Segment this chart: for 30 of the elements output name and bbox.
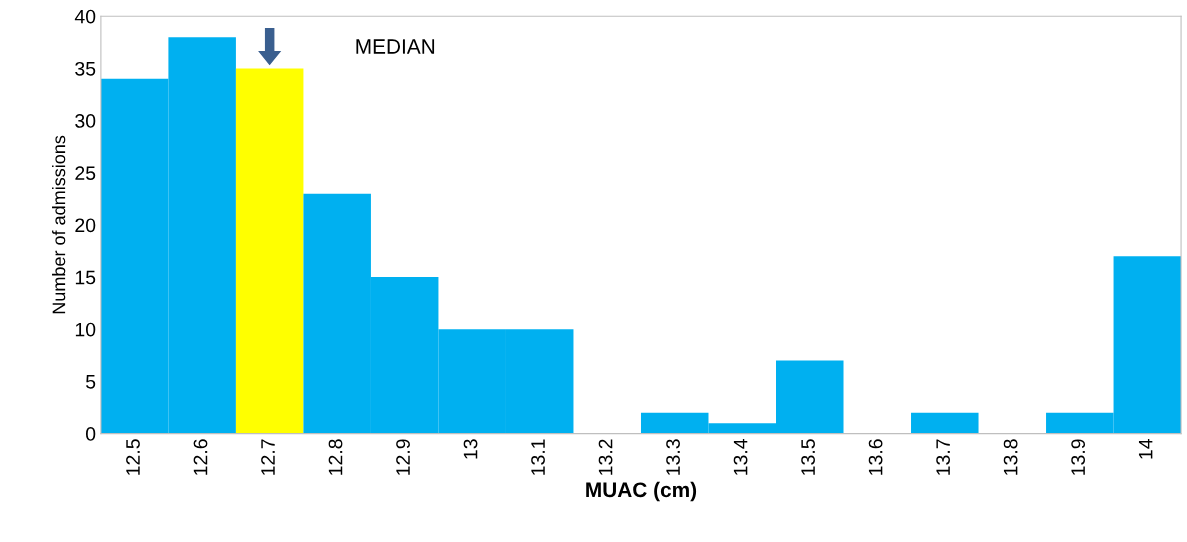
y-tick-label: 30: [75, 114, 96, 128]
y-tick-label: 0: [85, 427, 96, 441]
y-axis-title: Number of admissions: [52, 135, 66, 314]
y-tick-label: 10: [75, 322, 96, 337]
y-tick-label: 5: [86, 375, 96, 389]
x-axis-title: MUAC (cm): [586, 481, 697, 502]
x-tick-label: 12.5: [126, 439, 140, 475]
x-tick-label: 13.1: [531, 439, 545, 475]
x-tick-label: 13.8: [1003, 439, 1018, 475]
x-tick-label: 12.7: [261, 439, 275, 475]
x-tick-label: 13.5: [801, 439, 815, 475]
y-tick-label: 40: [74, 9, 96, 24]
x-tick-label: 14: [1138, 439, 1153, 459]
bar: [235, 68, 304, 434]
x-tick-label: 13.2: [598, 439, 613, 475]
x-tick-label: 13.9: [1071, 439, 1086, 475]
x-tick-label: 13.6: [868, 439, 883, 475]
y-tick-label: 20: [75, 218, 96, 233]
x-tick-label: 12.6: [193, 439, 208, 475]
y-tick-label: 35: [75, 61, 96, 76]
x-tick-label: 12.8: [328, 439, 343, 475]
x-tick-label: 13: [463, 439, 478, 459]
x-tick-label: 13.7: [936, 439, 950, 475]
y-tick-label: 15: [75, 270, 96, 285]
x-tick-label: 12.9: [396, 439, 410, 475]
y-tick-label: 25: [75, 166, 96, 180]
x-tick-label: 13.4: [733, 439, 748, 475]
annotation: MEDIAN: [356, 39, 435, 54]
bar: [911, 412, 979, 434]
x-tick-label: 13.3: [666, 439, 680, 475]
